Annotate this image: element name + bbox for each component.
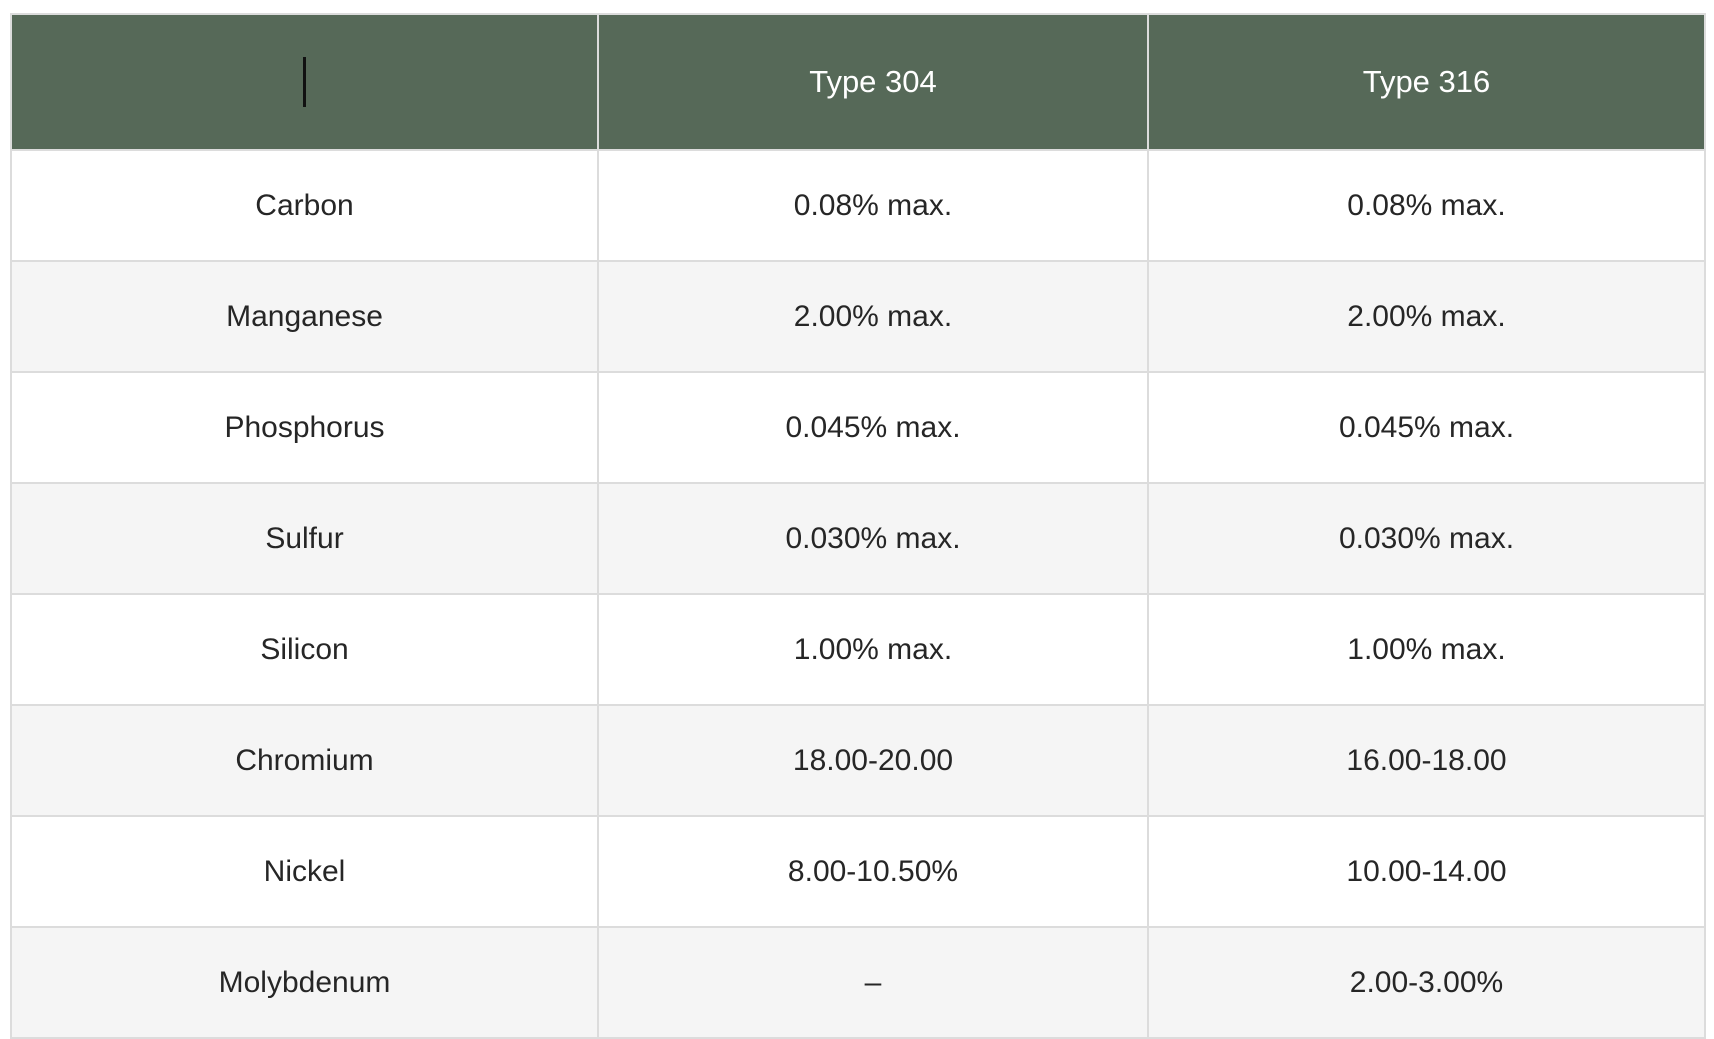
element-name-cell[interactable]: Silicon [10, 593, 599, 706]
type304-value-cell[interactable]: 18.00-20.00 [597, 704, 1149, 817]
table-row: Molybdenum – 2.00-3.00% [10, 926, 1706, 1039]
element-name-cell[interactable]: Phosphorus [10, 371, 599, 484]
type316-value-cell[interactable]: 16.00-18.00 [1147, 704, 1706, 817]
header-cell-type304[interactable]: Type 304 [597, 13, 1149, 151]
composition-table: Type 304 Type 316 Carbon 0.08% max. 0.08… [10, 13, 1706, 1039]
element-name-cell[interactable]: Nickel [10, 815, 599, 928]
type304-value-cell[interactable]: 0.045% max. [597, 371, 1149, 484]
type304-value-cell[interactable]: 0.030% max. [597, 482, 1149, 595]
type316-value-cell[interactable]: 10.00-14.00 [1147, 815, 1706, 928]
type316-value-cell[interactable]: 1.00% max. [1147, 593, 1706, 706]
type316-value-cell[interactable]: 0.045% max. [1147, 371, 1706, 484]
header-cell-type316[interactable]: Type 316 [1147, 13, 1706, 151]
table-row: Silicon 1.00% max. 1.00% max. [10, 593, 1706, 706]
type304-value-cell[interactable]: 1.00% max. [597, 593, 1149, 706]
text-caret [303, 57, 306, 107]
header-row: Type 304 Type 316 [10, 13, 1706, 151]
type316-value-cell[interactable]: 0.030% max. [1147, 482, 1706, 595]
element-name-cell[interactable]: Molybdenum [10, 926, 599, 1039]
element-name-cell[interactable]: Manganese [10, 260, 599, 373]
table-row: Sulfur 0.030% max. 0.030% max. [10, 482, 1706, 595]
element-name-cell[interactable]: Sulfur [10, 482, 599, 595]
table-row: Chromium 18.00-20.00 16.00-18.00 [10, 704, 1706, 817]
table-row: Carbon 0.08% max. 0.08% max. [10, 149, 1706, 262]
type304-value-cell[interactable]: 8.00-10.50% [597, 815, 1149, 928]
header-cell-blank[interactable] [10, 13, 599, 151]
type304-value-cell[interactable]: 0.08% max. [597, 149, 1149, 262]
type316-value-cell[interactable]: 0.08% max. [1147, 149, 1706, 262]
table-row: Manganese 2.00% max. 2.00% max. [10, 260, 1706, 373]
type316-value-cell[interactable]: 2.00-3.00% [1147, 926, 1706, 1039]
type304-value-cell[interactable]: – [597, 926, 1149, 1039]
table-row: Nickel 8.00-10.50% 10.00-14.00 [10, 815, 1706, 928]
type316-value-cell[interactable]: 2.00% max. [1147, 260, 1706, 373]
element-name-cell[interactable]: Chromium [10, 704, 599, 817]
table-row: Phosphorus 0.045% max. 0.045% max. [10, 371, 1706, 484]
type304-value-cell[interactable]: 2.00% max. [597, 260, 1149, 373]
composition-table-container: Type 304 Type 316 Carbon 0.08% max. 0.08… [10, 13, 1706, 1039]
element-name-cell[interactable]: Carbon [10, 149, 599, 262]
